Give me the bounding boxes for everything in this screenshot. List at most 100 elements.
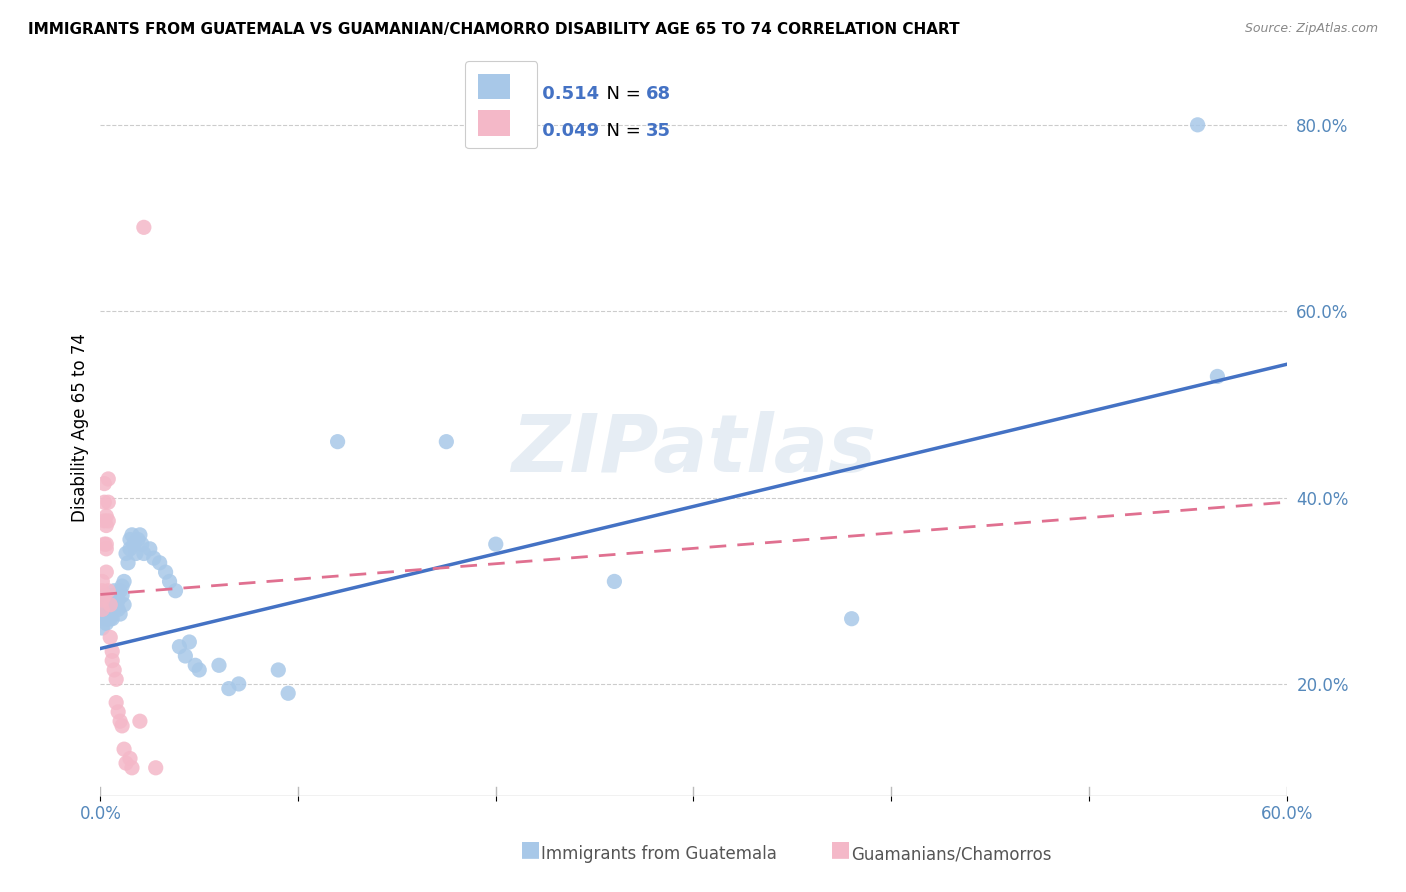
Point — [96, 565, 118, 579]
Point — [91, 583, 114, 598]
Text: ZIPatlas: ZIPatlas — [510, 410, 876, 489]
Y-axis label: Disability Age 65 to 74: Disability Age 65 to 74 — [72, 334, 89, 522]
Point — [96, 541, 118, 556]
Point — [98, 607, 121, 621]
Point — [111, 719, 134, 733]
Point — [98, 598, 121, 612]
Point — [117, 556, 139, 570]
Point — [326, 434, 349, 449]
Point — [93, 593, 115, 607]
Point — [125, 546, 148, 560]
Point — [1187, 118, 1209, 132]
Point — [108, 583, 131, 598]
Point — [155, 565, 177, 579]
Point — [159, 574, 181, 589]
Point — [103, 593, 125, 607]
Point — [112, 574, 135, 589]
Point — [149, 556, 172, 570]
Point — [115, 756, 138, 771]
Point — [93, 495, 115, 509]
Point — [97, 602, 120, 616]
Point — [112, 742, 135, 756]
Point — [128, 714, 150, 729]
Text: R =: R = — [498, 86, 537, 103]
Point — [112, 598, 135, 612]
Text: 0.514: 0.514 — [536, 86, 599, 103]
Point — [111, 579, 134, 593]
Point — [218, 681, 240, 696]
Point — [93, 476, 115, 491]
Point — [103, 602, 125, 616]
Point — [101, 598, 124, 612]
Point — [97, 472, 120, 486]
Point — [128, 528, 150, 542]
Point — [101, 654, 124, 668]
Point — [96, 589, 118, 603]
Point — [96, 616, 118, 631]
Point — [139, 541, 162, 556]
Point — [111, 589, 134, 603]
Point — [118, 751, 141, 765]
Text: ■: ■ — [520, 839, 541, 859]
Text: 68: 68 — [645, 86, 671, 103]
Point — [165, 583, 187, 598]
Point — [91, 607, 114, 621]
Point — [97, 583, 120, 598]
Point — [91, 602, 114, 616]
Point — [91, 621, 114, 635]
Text: ■: ■ — [830, 839, 851, 859]
Point — [132, 546, 155, 560]
Point — [93, 602, 115, 616]
Point — [1206, 369, 1229, 384]
Point — [115, 546, 138, 560]
Point — [485, 537, 508, 551]
Point — [93, 537, 115, 551]
Point — [118, 541, 141, 556]
Point — [96, 598, 118, 612]
Point — [121, 528, 143, 542]
Point — [434, 434, 457, 449]
Point — [105, 589, 128, 603]
Point — [96, 607, 118, 621]
Point — [101, 589, 124, 603]
Point — [179, 635, 201, 649]
Point — [132, 220, 155, 235]
Point — [97, 514, 120, 528]
Point — [107, 602, 129, 616]
Point — [105, 673, 128, 687]
Text: IMMIGRANTS FROM GUATEMALA VS GUAMANIAN/CHAMORRO DISABILITY AGE 65 TO 74 CORRELAT: IMMIGRANTS FROM GUATEMALA VS GUAMANIAN/C… — [28, 22, 960, 37]
Point — [131, 537, 153, 551]
Point — [97, 598, 120, 612]
Point — [91, 593, 114, 607]
Point — [142, 551, 165, 566]
Point — [93, 589, 115, 603]
Legend: , : , — [465, 62, 537, 148]
Point — [184, 658, 207, 673]
Point — [208, 658, 231, 673]
Point — [103, 583, 125, 598]
Point — [228, 677, 250, 691]
Point — [267, 663, 290, 677]
Point — [107, 593, 129, 607]
Point — [98, 593, 121, 607]
Point — [96, 509, 118, 524]
Point — [93, 612, 115, 626]
Text: 35: 35 — [645, 122, 671, 140]
Point — [121, 761, 143, 775]
Point — [96, 537, 118, 551]
Point — [98, 598, 121, 612]
Text: 0.049: 0.049 — [536, 122, 599, 140]
Text: Guamanians/Chamorros: Guamanians/Chamorros — [851, 846, 1052, 863]
Point — [101, 612, 124, 626]
Point — [127, 533, 149, 547]
Point — [188, 663, 211, 677]
Point — [91, 598, 114, 612]
Point — [169, 640, 191, 654]
Point — [98, 631, 121, 645]
Text: R =: R = — [498, 122, 537, 140]
Point — [107, 705, 129, 719]
Point — [603, 574, 626, 589]
Point — [105, 598, 128, 612]
Point — [91, 574, 114, 589]
Point — [174, 648, 197, 663]
